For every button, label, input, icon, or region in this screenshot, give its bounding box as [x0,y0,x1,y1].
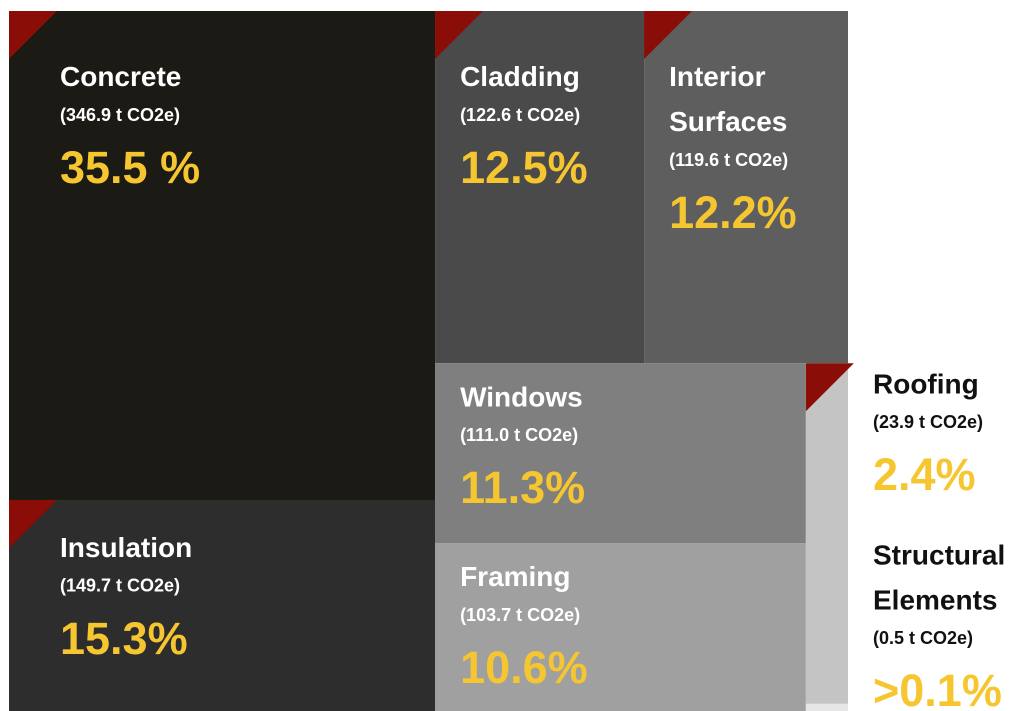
name-line: Surfaces [669,106,787,137]
tile-name: Insulation [60,532,192,563]
tile-value: (122.6 t CO2e) [460,105,580,125]
tile [435,11,645,364]
tile-name: Framing [460,561,570,592]
tile-percent: >0.1% [873,665,1002,711]
tile-value: (0.5 t CO2e) [873,628,973,648]
tile-percent: 12.2% [669,187,797,238]
name-line: Windows [460,382,583,413]
tile [435,543,806,711]
corner-flag [805,363,854,412]
tile [9,499,436,711]
tile [805,363,848,704]
tile-name: Windows [460,382,583,413]
corner-flag [644,11,693,59]
tile-name: Interior Surfaces [669,61,787,137]
tile-value: (103.7 t CO2e) [460,605,580,625]
tile-value: (23.9 t CO2e) [873,412,983,432]
tile-percent: 11.3% [460,462,585,513]
tile [805,703,848,711]
tile-value: (149.7 t CO2e) [60,576,180,596]
tile-percent: 2.4% [873,449,976,500]
corner-flag [435,11,484,59]
tile-name: Structural Elements [873,540,1005,616]
tile-percent: 35.5 % [60,142,200,193]
name-line: Framing [460,561,570,592]
corner-flag [9,11,57,59]
tile [644,11,848,364]
tile [435,363,806,544]
name-line: Interior [669,61,766,92]
name-line: Roofing [873,369,979,400]
name-line: Concrete [60,61,181,92]
name-line: Cladding [460,61,580,92]
tile-value: (346.9 t CO2e) [60,105,180,125]
name-line: Insulation [60,532,192,563]
tile-value: (111.0 t CO2e) [460,425,578,445]
tile-name: Concrete [60,61,181,92]
tile-value: (119.6 t CO2e) [669,150,788,170]
tile-name: Cladding [460,61,580,92]
tile-percent: 12.5% [460,142,588,193]
name-line: Elements [873,585,998,616]
tile [9,11,436,500]
tile-name: Roofing [873,369,979,400]
tile-percent: 10.6% [460,642,588,693]
tile-percent: 15.3% [60,613,188,664]
name-line: Structural [873,540,1005,571]
corner-flag [9,499,57,548]
